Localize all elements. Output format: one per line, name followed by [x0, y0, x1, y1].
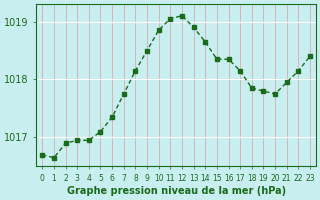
X-axis label: Graphe pression niveau de la mer (hPa): Graphe pression niveau de la mer (hPa) [67, 186, 286, 196]
